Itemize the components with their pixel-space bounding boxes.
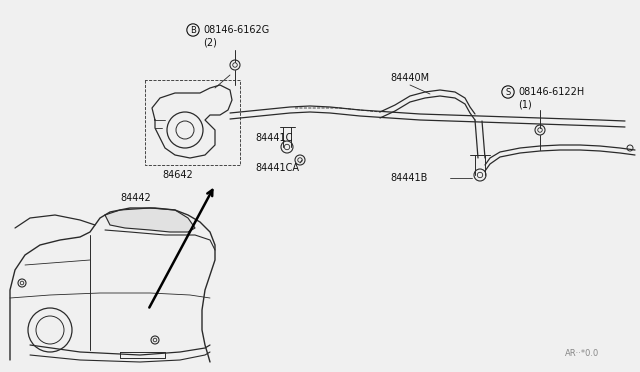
Text: B: B [190, 26, 196, 35]
Text: 84441B: 84441B [390, 173, 428, 183]
Text: S: S [506, 87, 511, 96]
Text: 84441CA: 84441CA [255, 163, 299, 173]
Text: 84642: 84642 [162, 170, 193, 180]
Text: 84440M: 84440M [390, 73, 429, 83]
Text: (2): (2) [203, 37, 217, 47]
Text: 08146-6162G: 08146-6162G [203, 25, 269, 35]
Text: 08146-6122H: 08146-6122H [518, 87, 584, 97]
Polygon shape [105, 208, 195, 232]
Text: (1): (1) [518, 99, 532, 109]
Text: 84442: 84442 [120, 193, 151, 203]
Text: 84441C: 84441C [255, 133, 292, 143]
Text: AR··*0.0: AR··*0.0 [565, 349, 599, 358]
